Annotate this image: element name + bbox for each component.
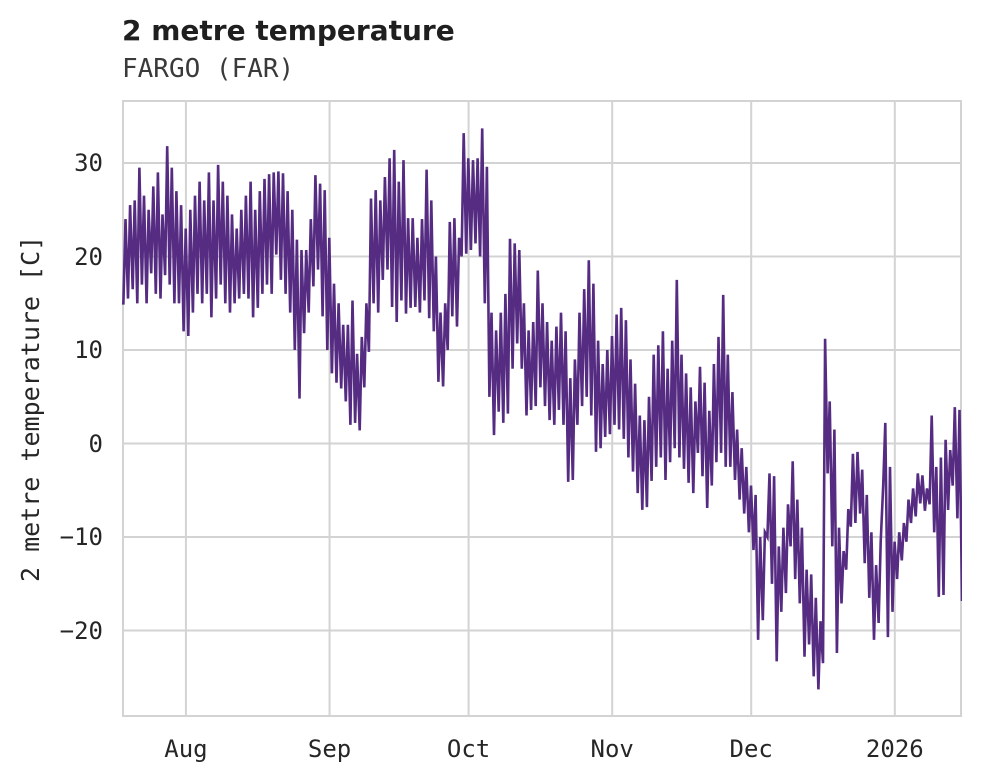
chart-title: 2 metre temperature [122, 14, 455, 47]
x-tick-label: Sep [307, 735, 352, 763]
y-tick-label: 20 [74, 242, 103, 271]
x-tick-label: Aug [164, 735, 208, 763]
x-tick-label: Dec [729, 735, 773, 763]
x-tick-label: 2026 [865, 735, 924, 763]
temperature-plot [122, 100, 962, 717]
y-tick-label: 30 [74, 149, 103, 178]
chart-subtitle: FARGO (FAR) [122, 54, 295, 84]
y-tick-label: 0 [88, 429, 103, 458]
y-tick-label: −10 [59, 523, 103, 551]
y-tick-label: 10 [74, 336, 103, 365]
temperature-series-line [122, 128, 962, 690]
panel-border [122, 100, 962, 717]
x-tick-label: Nov [590, 735, 634, 763]
y-tick-label: −20 [59, 616, 103, 645]
x-tick-label: Oct [446, 735, 491, 763]
